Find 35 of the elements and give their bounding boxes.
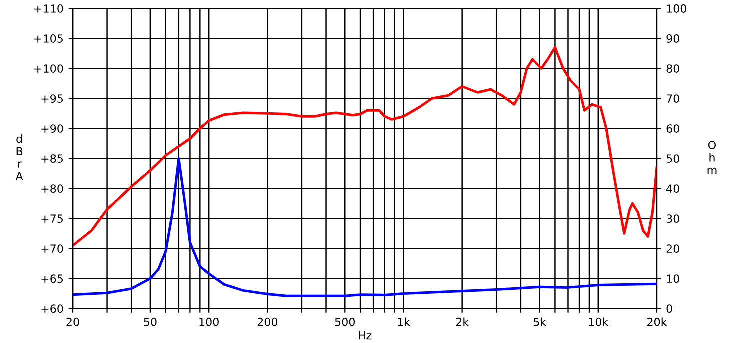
y2-tick-label: 20 bbox=[666, 244, 680, 254]
y2-tick-label: 40 bbox=[666, 184, 680, 194]
x-tick-label: 200 bbox=[258, 318, 278, 326]
y2-tick-label: 10 bbox=[667, 274, 680, 284]
y2-tick-label: 30 bbox=[666, 214, 680, 224]
y-tick-label: +70 bbox=[42, 244, 64, 254]
y-tick-label: +105 bbox=[34, 34, 63, 43]
x-tick-label: 50 bbox=[144, 318, 157, 326]
y2-tick-label: 90 bbox=[666, 34, 680, 43]
y-tick-label: +100 bbox=[34, 64, 64, 73]
y-tick-label: +85 bbox=[42, 154, 63, 164]
y2-tick-label: 80 bbox=[666, 64, 680, 73]
x-tick-label: 500 bbox=[335, 318, 355, 326]
x-tick-label: 20k bbox=[648, 318, 668, 326]
y-tick-label: +60 bbox=[42, 304, 64, 314]
y2-axis-title: Ohm bbox=[708, 141, 717, 174]
x-tick-label: 5k bbox=[534, 318, 547, 326]
y2-tick-label: 50 bbox=[666, 154, 680, 164]
x-tick-label: 1k bbox=[398, 318, 410, 326]
y-axis-title: dBrA bbox=[16, 134, 24, 180]
y2-tick-label: 70 bbox=[666, 94, 680, 103]
x-tick-label: 100 bbox=[200, 318, 219, 326]
y-tick-label: +95 bbox=[42, 94, 63, 103]
x-axis-title: Hz bbox=[358, 332, 372, 340]
y-tick-label: +90 bbox=[42, 124, 64, 134]
y-tick-label: +80 bbox=[42, 184, 64, 194]
y-tick-label: +110 bbox=[34, 4, 64, 13]
y2-tick-label: 0 bbox=[666, 304, 672, 314]
y-tick-label: +65 bbox=[42, 274, 63, 284]
x-tick-label: 20 bbox=[66, 318, 80, 326]
x-tick-label: 2k bbox=[456, 318, 470, 326]
y-tick-label: +75 bbox=[42, 214, 63, 224]
y2-tick-label: 100 bbox=[667, 4, 686, 13]
y2-tick-label: 60 bbox=[666, 124, 680, 134]
x-tick-label: 10k bbox=[589, 318, 609, 326]
